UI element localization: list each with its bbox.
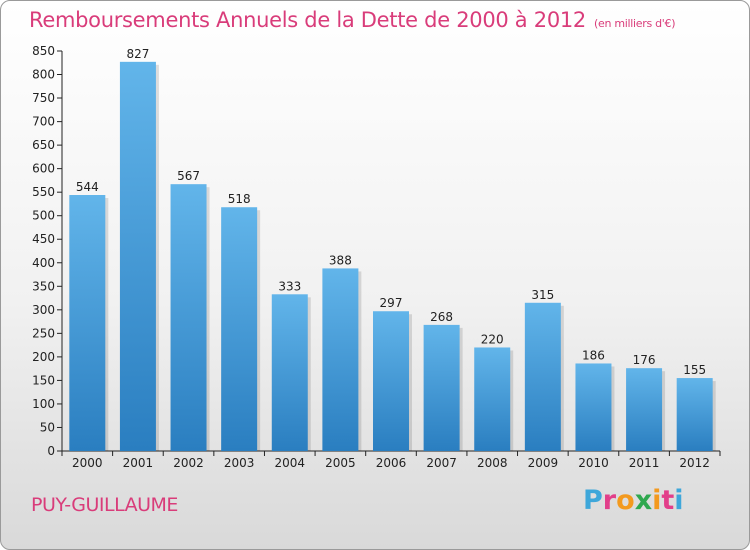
x-tick-label: 2010 bbox=[578, 456, 609, 470]
x-tick-label: 2009 bbox=[528, 456, 559, 470]
logo-letter: o bbox=[616, 485, 635, 516]
logo-letter: i bbox=[674, 485, 684, 516]
y-tick-label: 350 bbox=[32, 279, 55, 293]
y-tick-label: 150 bbox=[32, 373, 55, 387]
proxiti-logo[interactable]: Proxiti bbox=[583, 485, 684, 516]
x-tick-label: 2011 bbox=[629, 456, 660, 470]
bar-value-label: 567 bbox=[177, 169, 200, 183]
x-tick-label: 2012 bbox=[679, 456, 710, 470]
bar-value-label: 220 bbox=[481, 332, 504, 346]
x-tick-label: 2001 bbox=[123, 456, 154, 470]
y-tick-label: 200 bbox=[32, 350, 55, 364]
x-tick-label: 2006 bbox=[376, 456, 407, 470]
bar-value-label: 297 bbox=[380, 296, 403, 310]
y-tick-label: 600 bbox=[32, 162, 55, 176]
logo-letter: i bbox=[652, 485, 662, 516]
bar-2002 bbox=[170, 184, 207, 452]
logo-letter: x bbox=[634, 485, 653, 516]
bar-2004 bbox=[271, 294, 308, 451]
logo-letter: t bbox=[661, 485, 675, 516]
bar-2003 bbox=[221, 207, 258, 451]
y-tick-label: 850 bbox=[32, 44, 55, 58]
bar-value-label: 176 bbox=[633, 353, 656, 367]
bar-value-label: 333 bbox=[278, 279, 301, 293]
x-tick-label: 2003 bbox=[224, 456, 255, 470]
y-tick-label: 250 bbox=[32, 326, 55, 340]
bar-2006 bbox=[373, 311, 409, 451]
bar-2009 bbox=[524, 302, 561, 451]
y-tick-label: 0 bbox=[47, 444, 55, 458]
logo-letter: P bbox=[583, 485, 603, 516]
bar-2007 bbox=[423, 324, 460, 451]
y-tick-label: 750 bbox=[32, 91, 55, 105]
chart-title: Remboursements Annuels de la Dette de 20… bbox=[29, 8, 675, 32]
bar-value-label: 186 bbox=[582, 348, 605, 362]
y-tick-label: 50 bbox=[40, 420, 55, 434]
y-tick-label: 550 bbox=[32, 185, 55, 199]
y-tick-label: 400 bbox=[32, 256, 55, 270]
y-tick-label: 650 bbox=[32, 138, 55, 152]
x-tick-label: 2007 bbox=[426, 456, 457, 470]
chart-title-text: Remboursements Annuels de la Dette de 20… bbox=[29, 8, 586, 32]
bar-2012 bbox=[676, 378, 713, 451]
y-tick-label: 800 bbox=[32, 68, 55, 82]
bar-2001 bbox=[119, 61, 156, 452]
y-tick-label: 700 bbox=[32, 115, 55, 129]
x-tick-label: 2005 bbox=[325, 456, 356, 470]
y-tick-label: 300 bbox=[32, 303, 55, 317]
bar-2005 bbox=[322, 268, 359, 451]
x-tick-label: 2008 bbox=[477, 456, 508, 470]
y-tick-label: 500 bbox=[32, 209, 55, 223]
commune-name: PUY-GUILLAUME bbox=[31, 494, 178, 516]
bar-value-label: 388 bbox=[329, 253, 352, 267]
bar-value-label: 268 bbox=[430, 310, 453, 324]
bar-2011 bbox=[626, 368, 663, 451]
bar-value-label: 544 bbox=[76, 180, 99, 194]
x-tick-label: 2004 bbox=[274, 456, 305, 470]
chart-axes: 0 50 100 150 200 250 300 350 400 450 500 550 600 650 7… bbox=[32, 44, 721, 458]
chart-subtitle: (en milliers d'€) bbox=[594, 17, 676, 30]
x-tick-label: 2000 bbox=[72, 456, 103, 470]
bar-value-label: 518 bbox=[228, 192, 251, 206]
bar-value-label: 827 bbox=[126, 47, 149, 61]
logo-letter: r bbox=[602, 485, 617, 516]
bar-2010 bbox=[575, 363, 612, 451]
x-tick-label: 2002 bbox=[173, 456, 204, 470]
bar-value-label: 315 bbox=[531, 288, 554, 302]
y-tick-label: 100 bbox=[32, 397, 55, 411]
bar-2008 bbox=[474, 347, 511, 451]
y-tick-label: 450 bbox=[32, 232, 55, 246]
bar-value-label: 155 bbox=[683, 363, 706, 377]
bar-2000 bbox=[69, 195, 106, 451]
chart-data-labels: 544 2000 827 2001 567 2002 518 2003 333 2004 388 20… bbox=[72, 47, 710, 470]
chart-bars bbox=[69, 61, 716, 452]
